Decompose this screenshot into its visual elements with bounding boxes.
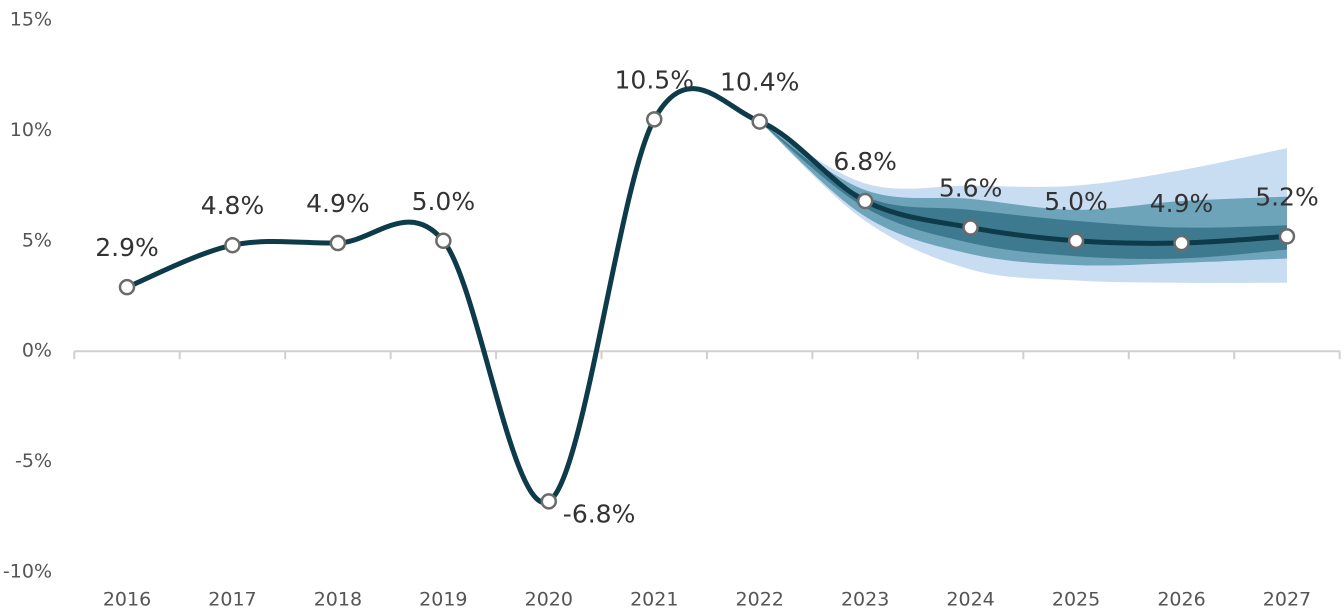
point-marker	[1067, 232, 1085, 250]
series-line	[126, 86, 1288, 505]
point-marker	[646, 111, 663, 128]
data-label: 2.9%	[95, 233, 159, 262]
point-marker	[540, 493, 558, 510]
x-tick-label: 2025	[1052, 589, 1100, 611]
data-label: -6.8%	[563, 499, 636, 528]
y-tick-label: -10%	[3, 561, 52, 583]
data-label: 5.6%	[939, 174, 1003, 203]
point-marker	[329, 234, 347, 252]
x-tick-label: 2018	[314, 589, 362, 611]
y-tick-label: -5%	[15, 450, 52, 472]
x-tick-label: 2022	[736, 589, 784, 611]
x-tick-label: 2019	[419, 589, 467, 611]
point-marker	[856, 192, 874, 210]
data-label: 6.8%	[833, 147, 897, 176]
point-marker	[435, 232, 452, 250]
point-marker	[751, 113, 768, 130]
x-tick-label: 2021	[630, 589, 678, 611]
point-marker	[962, 219, 979, 236]
fan-band	[759, 121, 1287, 259]
y-tick-label: 15%	[10, 9, 52, 31]
point-marker	[1278, 228, 1296, 245]
data-label: 10.5%	[615, 65, 694, 94]
data-label: 10.4%	[720, 68, 799, 97]
y-tick-label: 0%	[22, 340, 52, 362]
point-marker	[118, 278, 136, 296]
y-tick-label: 5%	[22, 229, 52, 251]
x-tick-label: 2026	[1157, 589, 1205, 611]
x-tick-label: 2024	[946, 589, 994, 611]
data-label: 4.8%	[201, 191, 265, 220]
data-label: 4.9%	[1150, 189, 1214, 218]
x-tick-label: 2017	[208, 589, 256, 611]
x-tick-label: 2020	[525, 589, 573, 611]
x-tick-label: 2016	[103, 589, 151, 611]
x-tick-label: 2027	[1263, 589, 1311, 611]
data-label: 4.9%	[306, 189, 370, 218]
x-tick-label: 2023	[841, 589, 889, 611]
data-label: 5.2%	[1255, 182, 1319, 211]
data-label: 5.0%	[1044, 187, 1108, 216]
point-marker	[1173, 234, 1190, 252]
point-marker	[224, 236, 241, 254]
y-tick-label: 10%	[10, 119, 52, 141]
data-label: 5.0%	[412, 187, 476, 216]
